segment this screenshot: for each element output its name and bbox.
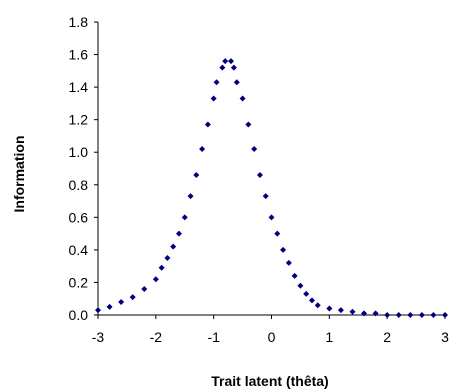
data-point (182, 214, 188, 220)
data-point (269, 214, 275, 220)
data-point (263, 193, 269, 199)
data-point (222, 58, 228, 64)
y-tick-label: 0.6 (69, 209, 89, 225)
x-tick-label: 1 (325, 329, 333, 345)
data-point (274, 231, 280, 237)
y-tick-label: 1.6 (69, 47, 89, 63)
data-point (231, 65, 237, 71)
data-points (95, 58, 448, 318)
data-point (396, 312, 402, 318)
y-tick-label: 1.4 (69, 79, 89, 95)
x-tick-label: 2 (383, 329, 391, 345)
data-point (153, 276, 159, 282)
data-point (234, 79, 240, 85)
data-point (251, 146, 257, 152)
data-point (176, 231, 182, 237)
data-point (419, 312, 425, 318)
data-point (170, 244, 176, 250)
data-point (240, 96, 246, 102)
data-point (349, 309, 355, 315)
data-point (442, 312, 448, 318)
y-tick-label: 1.8 (69, 14, 89, 30)
data-point (257, 172, 263, 178)
data-point (326, 305, 332, 311)
data-point (193, 172, 199, 178)
data-point (141, 286, 147, 292)
x-tick-label: -1 (207, 329, 220, 345)
data-point (107, 304, 113, 310)
y-tick-label: 1.0 (69, 144, 89, 160)
x-tick-label: -2 (150, 329, 163, 345)
data-point (95, 307, 101, 313)
data-point (205, 122, 211, 128)
y-tick-label: 1.2 (69, 112, 89, 128)
data-point (292, 273, 298, 279)
data-point (309, 297, 315, 303)
data-point (407, 312, 413, 318)
y-axis-title: Information (11, 136, 27, 213)
data-point (286, 260, 292, 266)
data-point (228, 58, 234, 64)
data-point (214, 79, 220, 85)
data-point (211, 96, 217, 102)
data-point (118, 299, 124, 305)
data-point (338, 307, 344, 313)
data-point (188, 193, 194, 199)
x-tick-label: 3 (441, 329, 449, 345)
data-point (199, 146, 205, 152)
y-axis: 0.0 0.2 0.4 0.6 0.8 1.0 1.2 1.4 1.6 1.8 (69, 14, 98, 323)
x-tick-label: 0 (268, 329, 276, 345)
data-point (303, 291, 309, 297)
y-tick-label: 0.0 (69, 307, 89, 323)
data-point (130, 294, 136, 300)
data-point (297, 283, 303, 289)
data-point (245, 122, 251, 128)
x-tick-label: -3 (92, 329, 105, 345)
x-axis-title: Trait latent (thêta) (211, 373, 328, 389)
data-point (164, 255, 170, 261)
y-tick-label: 0.8 (69, 177, 89, 193)
data-point (384, 312, 390, 318)
data-point (430, 312, 436, 318)
data-point (280, 247, 286, 253)
data-point (159, 265, 165, 271)
y-tick-label: 0.4 (69, 242, 89, 258)
x-axis: -3 -2 -1 0 1 2 3 (92, 315, 449, 345)
data-point (219, 65, 225, 71)
data-point (315, 302, 321, 308)
y-tick-label: 0.2 (69, 274, 89, 290)
